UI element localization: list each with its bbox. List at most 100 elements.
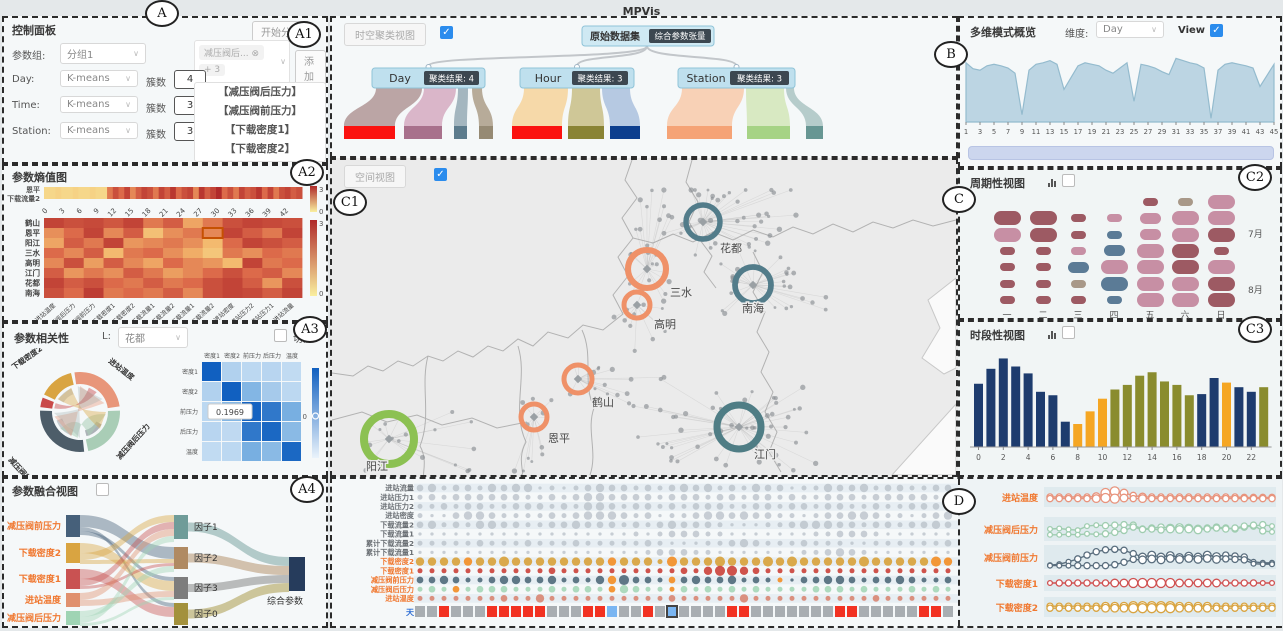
day-cell[interactable] (619, 606, 629, 617)
periodic-pill[interactable] (993, 211, 1021, 226)
cluster-tree[interactable]: 原始数据集 综合参数张量 Day 聚类结果: 4 Hour 聚类结果: 3 Station 聚… (332, 18, 956, 156)
day-cell[interactable] (487, 606, 497, 617)
day-cell[interactable] (547, 606, 557, 617)
periodic-pill[interactable] (1100, 260, 1128, 275)
periodic-pill[interactable] (999, 295, 1015, 304)
periodic-pill[interactable] (1171, 260, 1199, 275)
method-select[interactable]: K-means ∨ (60, 70, 138, 87)
periodic-pill[interactable] (1171, 211, 1199, 226)
periodic-pill[interactable] (1035, 295, 1051, 304)
day-cell[interactable] (463, 606, 473, 617)
day-cell[interactable] (859, 606, 869, 617)
periodic-checkbox[interactable] (1062, 174, 1075, 187)
view-checkbox[interactable]: ✓ (1210, 24, 1223, 37)
day-cell[interactable] (739, 606, 749, 617)
day-cell[interactable] (787, 606, 797, 617)
day-cell[interactable] (835, 606, 845, 617)
day-cell[interactable] (475, 606, 485, 617)
periodic-pill[interactable] (1207, 211, 1235, 226)
day-cell[interactable] (763, 606, 773, 617)
station-selector[interactable]: 花都 ∨ (118, 327, 188, 348)
periodic-pill[interactable] (1067, 261, 1089, 273)
periodic-pill[interactable] (1070, 230, 1086, 239)
method-select[interactable]: K-means ∨ (60, 122, 138, 139)
day-cell[interactable] (643, 606, 653, 617)
day-cell[interactable] (415, 606, 425, 617)
day-cell[interactable] (451, 606, 461, 617)
periodic-pill[interactable] (1142, 198, 1158, 206)
correlation-charts[interactable]: 进站温度减压阀后压力减压阀前压力下载密度2密度1密度1密度2密度2前压力前压力后… (4, 348, 326, 475)
tag-select[interactable]: 减压阀后... ⊗ + 3 ∨ (194, 40, 290, 84)
periodic-pill[interactable] (1035, 279, 1051, 288)
bar-chart-icon[interactable] (1048, 330, 1056, 339)
cluster-tree-checkbox[interactable]: ✓ (440, 26, 453, 39)
periodic-pill[interactable] (1139, 229, 1161, 241)
periodic-pill[interactable] (999, 279, 1015, 288)
day-cell[interactable] (631, 606, 641, 617)
day-cell[interactable] (439, 606, 449, 617)
day-cell[interactable] (427, 606, 437, 617)
detail-lines-svg[interactable] (960, 479, 1282, 626)
day-cell[interactable] (499, 606, 509, 617)
day-cell[interactable] (666, 605, 678, 618)
day-cell[interactable] (775, 606, 785, 617)
day-cell[interactable] (727, 606, 737, 617)
day-cell[interactable] (583, 606, 593, 617)
spatial-toggle[interactable]: 空间视图 (344, 165, 406, 188)
overview-area-chart[interactable]: 1 3 5 7 9 11 13 15 17 19 21 23 25 27 29 31 33 35 37 39 41 43 4… (960, 44, 1280, 140)
periodic-pill[interactable] (1029, 227, 1057, 242)
day-cell[interactable] (511, 606, 521, 617)
periodic-pill[interactable] (1106, 230, 1122, 239)
periodic-pill[interactable] (1106, 295, 1122, 304)
day-cell[interactable] (703, 606, 713, 617)
spatial-checkbox[interactable]: ✓ (434, 168, 447, 181)
dimension-select[interactable]: Day ∨ (1096, 21, 1164, 38)
day-cell[interactable] (823, 606, 833, 617)
periodic-grid[interactable]: 一 二 三 四 五 六 日 7月 8月 (960, 170, 1280, 321)
bar-chart-icon[interactable] (1048, 178, 1056, 187)
periodic-pill[interactable] (1171, 243, 1199, 258)
periodic-pill[interactable] (1207, 260, 1235, 275)
day-cell[interactable] (571, 606, 581, 617)
day-cell[interactable] (655, 606, 665, 617)
day-cell[interactable] (799, 606, 809, 617)
day-cell[interactable] (559, 606, 569, 617)
day-cell[interactable] (811, 606, 821, 617)
fusion-checkbox[interactable] (96, 483, 109, 496)
periodic-pill[interactable] (1136, 276, 1164, 291)
periodic-pill[interactable] (1207, 227, 1235, 242)
periodic-pill[interactable] (1103, 245, 1125, 257)
day-cell[interactable] (751, 606, 761, 617)
periodic-pill[interactable] (1139, 212, 1161, 224)
day-cell[interactable] (931, 606, 941, 617)
hourly-bar-chart[interactable]: 0 2 4 6 8 10 12 14 16 18 20 22 (960, 344, 1280, 476)
add-button[interactable]: 添加 (295, 50, 326, 86)
cluster-tree-toggle[interactable]: 时空聚类视图 (344, 23, 426, 46)
day-cell[interactable] (715, 606, 725, 617)
day-cell[interactable] (607, 606, 617, 617)
detail-dot-matrix[interactable]: 进站流量进站压力1进站压力2进站密度下载流量2下载流量1累计下载流量2累计下载流… (332, 479, 958, 626)
day-cell[interactable] (595, 606, 605, 617)
day-cell[interactable] (523, 606, 533, 617)
switch-checkbox[interactable] (274, 329, 287, 342)
periodic-pill[interactable] (1029, 211, 1057, 226)
periodic-pill[interactable] (1070, 214, 1086, 223)
method-select[interactable]: K-means ∨ (60, 96, 138, 113)
periodic-pill[interactable] (1070, 295, 1086, 304)
periodic-pill[interactable] (1100, 276, 1128, 291)
param-group-select[interactable]: 分组1 ∨ (60, 43, 146, 64)
day-cell[interactable] (943, 606, 953, 617)
periodic-pill[interactable] (1070, 279, 1086, 288)
day-cell[interactable] (883, 606, 893, 617)
day-cell[interactable] (871, 606, 881, 617)
detail-line-charts[interactable]: 进站温度 减压阀后压力 减压阀前压力 下载密度1 下载密度2 (958, 479, 1282, 626)
periodic-pill[interactable] (1171, 276, 1199, 291)
periodic-pill[interactable] (1136, 243, 1164, 258)
periodic-pill[interactable] (1207, 276, 1235, 291)
periodic-pill[interactable] (999, 246, 1015, 255)
periodic-pill[interactable] (1136, 292, 1164, 307)
periodic-pill[interactable] (1207, 195, 1235, 209)
